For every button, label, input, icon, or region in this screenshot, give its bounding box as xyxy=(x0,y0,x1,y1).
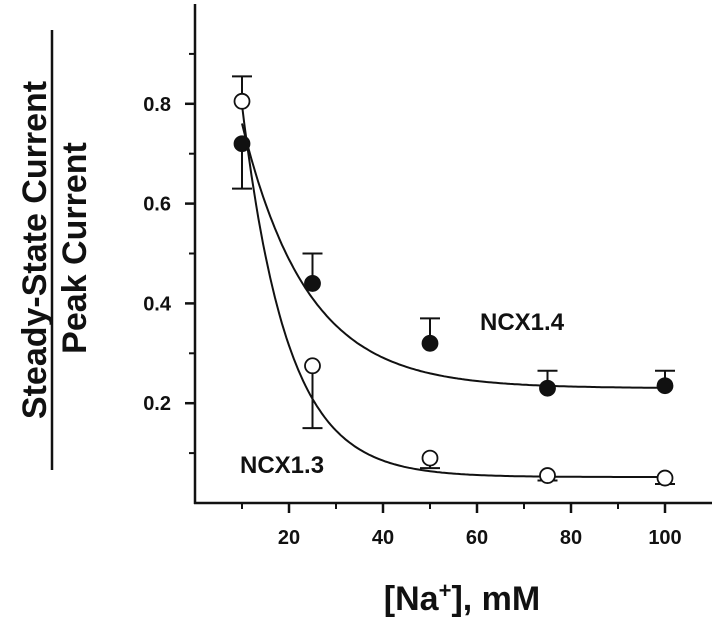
y-axis-label-denominator: Peak Current xyxy=(56,142,94,354)
labels: [Na+], mM Steady-State Current Peak Curr… xyxy=(16,30,565,618)
data-point-filled xyxy=(539,379,556,397)
data-point-open xyxy=(656,469,674,487)
data-points xyxy=(233,92,674,487)
data-point-filled xyxy=(421,334,439,352)
y-tick-label: 0.6 xyxy=(143,194,171,216)
data-point-filled xyxy=(304,275,321,292)
data-point-open xyxy=(539,467,556,484)
error-bars xyxy=(232,75,675,486)
x-tick-label: 60 xyxy=(466,527,488,549)
fit-curves xyxy=(241,104,665,478)
data-point-open xyxy=(233,92,251,110)
x-tick-label: 20 xyxy=(278,527,300,549)
y-axis-label-numerator: Steady-State Current xyxy=(16,81,54,419)
fit-curve xyxy=(241,104,665,478)
series-label-ncx14: NCX1.4 xyxy=(480,309,565,336)
x-tick-label: 100 xyxy=(648,527,681,549)
data-point-open xyxy=(304,357,321,375)
axes: 20 40 60 80 100 0.2 0.4 0.6 0.8 xyxy=(143,4,712,549)
y-tick-label: 0.8 xyxy=(143,94,171,116)
data-point-filled xyxy=(656,377,674,395)
x-tick-label: 40 xyxy=(372,527,394,549)
x-tick-label: 80 xyxy=(560,527,582,549)
y-tick-label: 0.4 xyxy=(143,293,172,315)
x-axis-label: [Na+], mM xyxy=(384,578,540,618)
fit-curve xyxy=(241,123,665,389)
series-label-ncx13: NCX1.3 xyxy=(240,452,324,479)
data-point-filled xyxy=(233,135,251,153)
data-point-open xyxy=(421,449,439,467)
y-tick-label: 0.2 xyxy=(143,393,171,415)
